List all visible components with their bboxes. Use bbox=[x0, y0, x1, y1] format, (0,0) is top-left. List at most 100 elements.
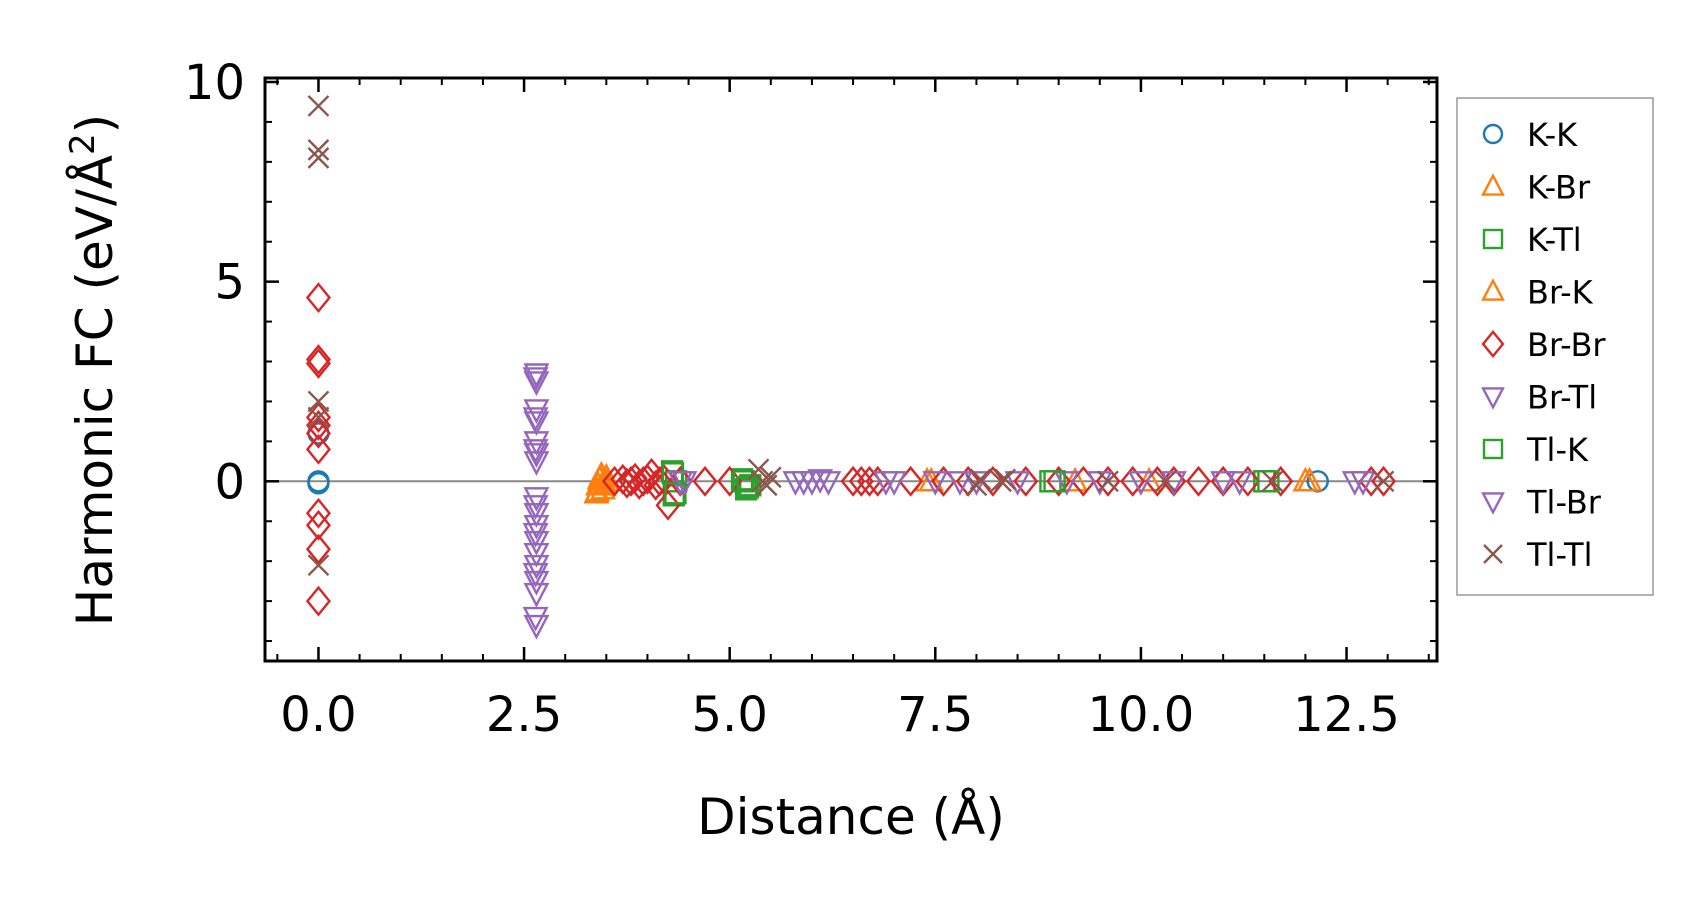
data-point bbox=[918, 466, 945, 492]
data-point bbox=[655, 489, 681, 521]
data-point bbox=[523, 487, 550, 512]
data-point bbox=[1261, 470, 1284, 493]
data-point bbox=[523, 451, 550, 476]
legend-label: Tl-Tl bbox=[1526, 536, 1592, 574]
data-point bbox=[522, 407, 549, 433]
data-point bbox=[1097, 470, 1119, 493]
data-point bbox=[305, 402, 332, 433]
data-point bbox=[1053, 471, 1080, 496]
data-point bbox=[523, 614, 550, 640]
y-tick-label: 10 bbox=[184, 55, 245, 111]
legend-marker bbox=[1481, 387, 1505, 410]
x-tick-label: 2.5 bbox=[486, 687, 562, 743]
legend-label: Tl-Br bbox=[1526, 484, 1602, 522]
y-axis-title-main: Harmonic FC (eV/Å bbox=[66, 155, 124, 626]
data-point bbox=[522, 439, 549, 464]
legend-label: Br-Br bbox=[1527, 326, 1606, 364]
data-point bbox=[522, 606, 549, 632]
data-point bbox=[1257, 470, 1280, 493]
data-point bbox=[1095, 465, 1121, 497]
series-tl-tl bbox=[307, 95, 1395, 577]
data-point bbox=[522, 495, 549, 520]
y-tick-label: 5 bbox=[214, 255, 245, 311]
data-point bbox=[994, 468, 1017, 491]
plot-frame bbox=[263, 76, 1439, 663]
legend-marker bbox=[1482, 123, 1504, 145]
data-point bbox=[1154, 470, 1177, 493]
y-tick-label: 0 bbox=[214, 454, 245, 510]
data-point bbox=[815, 471, 842, 496]
series-br-tl bbox=[523, 363, 1253, 640]
data-point bbox=[692, 465, 718, 497]
data-point bbox=[305, 282, 332, 314]
data-point bbox=[305, 417, 332, 449]
data-point bbox=[965, 474, 988, 497]
data-point bbox=[307, 390, 330, 413]
legend-marker bbox=[1481, 329, 1505, 359]
y-axis-title: Harmonic FC (eV/Å2) bbox=[63, 114, 124, 626]
data-point bbox=[747, 458, 770, 481]
data-point bbox=[305, 533, 332, 565]
data-point bbox=[523, 503, 550, 528]
data-point bbox=[990, 470, 1012, 493]
legend-marker bbox=[1483, 544, 1503, 564]
data-point bbox=[307, 472, 330, 495]
data-point bbox=[305, 433, 332, 465]
data-point bbox=[1372, 470, 1395, 493]
data-point bbox=[307, 406, 330, 429]
data-point bbox=[1235, 465, 1261, 497]
data-point bbox=[872, 471, 899, 496]
data-point bbox=[1185, 465, 1212, 497]
y-axis-title-superscript: 2 bbox=[63, 133, 103, 155]
data-point bbox=[1226, 471, 1253, 496]
x-tick-label: 5.0 bbox=[692, 687, 768, 743]
data-point bbox=[946, 471, 973, 496]
data-point bbox=[1004, 471, 1031, 496]
data-point bbox=[305, 585, 332, 617]
data-point bbox=[305, 344, 332, 375]
data-point bbox=[307, 95, 330, 117]
data-point bbox=[732, 470, 755, 493]
x-axis-title: Distance (Å) bbox=[697, 788, 1005, 846]
data-point bbox=[969, 468, 992, 491]
legend-label: Br-Tl bbox=[1527, 379, 1597, 417]
x-tick-label: 7.5 bbox=[897, 687, 973, 743]
data-point bbox=[523, 570, 550, 596]
legend-marker bbox=[1482, 438, 1504, 460]
data-point bbox=[1210, 471, 1237, 496]
data-point bbox=[790, 471, 817, 496]
data-point bbox=[759, 466, 782, 489]
data-point bbox=[1046, 465, 1072, 497]
data-point bbox=[523, 431, 550, 456]
data-point bbox=[840, 465, 866, 497]
legend-label: K-K bbox=[1527, 116, 1578, 154]
data-point bbox=[307, 139, 330, 161]
y-axis-title-close: ) bbox=[66, 114, 124, 134]
legend-marker bbox=[1481, 278, 1505, 301]
data-point bbox=[807, 469, 834, 494]
data-point bbox=[523, 531, 550, 556]
data-point bbox=[305, 497, 332, 529]
data-point bbox=[305, 509, 332, 541]
data-point bbox=[848, 465, 874, 497]
data-point bbox=[523, 554, 550, 580]
x-tick-label: 10.0 bbox=[1087, 687, 1194, 743]
data-point bbox=[522, 562, 549, 588]
legend-label: K-Tl bbox=[1527, 221, 1582, 259]
data-point bbox=[922, 471, 949, 496]
data-point bbox=[1013, 465, 1039, 497]
data-point bbox=[1370, 465, 1397, 497]
legend: K-K K-Br K-Tl Br-K Br-Br Br-Tl Tl-K Tl-Br Tl-Tl bbox=[1456, 97, 1654, 596]
data-point bbox=[1043, 470, 1066, 493]
data-point bbox=[1292, 466, 1319, 492]
data-point bbox=[307, 147, 330, 169]
data-point bbox=[522, 523, 549, 548]
data-point bbox=[1349, 471, 1376, 496]
data-point bbox=[305, 348, 332, 379]
data-point bbox=[307, 554, 330, 577]
data-point bbox=[1120, 465, 1146, 497]
legend-label: Tl-K bbox=[1526, 431, 1589, 469]
series-br-br bbox=[305, 282, 1397, 617]
data-point bbox=[647, 465, 673, 497]
